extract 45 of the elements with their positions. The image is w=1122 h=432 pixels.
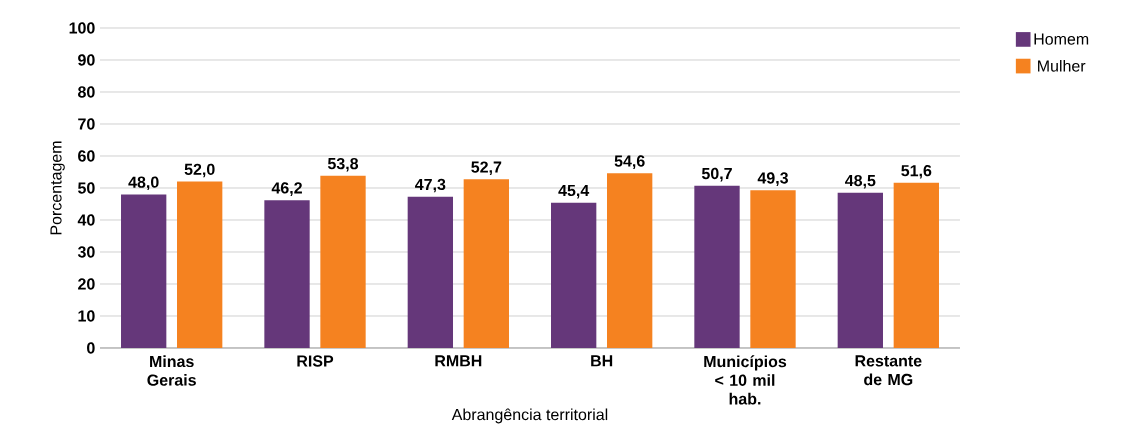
bar: [893, 182, 939, 348]
y-axis-title: Porcentagem: [50, 141, 65, 235]
data-label: 48,0: [128, 176, 159, 191]
y-tick-label: 50: [78, 182, 95, 194]
y-tick-label: 80: [78, 86, 95, 98]
bar: [407, 196, 454, 348]
data-label: 48,5: [845, 174, 876, 189]
data-label: 47,3: [415, 178, 446, 193]
x-tick-label: RISP: [297, 355, 334, 367]
data-label: 52,7: [471, 161, 502, 176]
legend-label: Homem: [1034, 33, 1089, 45]
x-tick-label: Restante de MG: [855, 355, 922, 386]
data-label: 50,7: [701, 167, 732, 182]
data-label: 54,6: [614, 155, 645, 169]
x-tick-label: Municípios < 10 mil hab.: [704, 355, 787, 405]
data-label: 49,3: [757, 172, 788, 186]
bar: [694, 185, 740, 348]
bar: [837, 192, 883, 348]
y-tick-label: 100: [69, 22, 95, 34]
legend-label: Mulher: [1038, 59, 1086, 72]
bar: [463, 179, 510, 348]
y-tick-label: 10: [78, 310, 95, 322]
y-tick-label: 0: [87, 342, 95, 354]
y-tick-label: 60: [78, 150, 95, 162]
bar: [177, 181, 223, 348]
y-tick-label: 90: [78, 54, 95, 66]
data-label: 52,0: [184, 163, 215, 178]
bar: [121, 194, 167, 348]
x-axis-title: Abrangência territorial: [451, 408, 608, 424]
x-tick-label: BH: [591, 355, 613, 367]
bar: [750, 190, 796, 348]
bar: [320, 175, 366, 348]
x-tick-label: Minas Gerais: [147, 355, 196, 386]
bar: [264, 200, 310, 348]
data-label: 45,4: [558, 184, 590, 199]
bar: [607, 173, 653, 348]
y-tick-label: 20: [78, 278, 95, 290]
data-label: 46,2: [271, 182, 302, 196]
y-tick-label: 30: [77, 246, 95, 258]
bar: [551, 202, 597, 348]
data-label: 51,6: [901, 164, 932, 179]
x-tick-label: RMBH: [435, 355, 482, 367]
y-tick-label: 70: [78, 118, 95, 130]
y-tick-label: 40: [77, 214, 95, 226]
data-label: 53,8: [327, 157, 359, 172]
